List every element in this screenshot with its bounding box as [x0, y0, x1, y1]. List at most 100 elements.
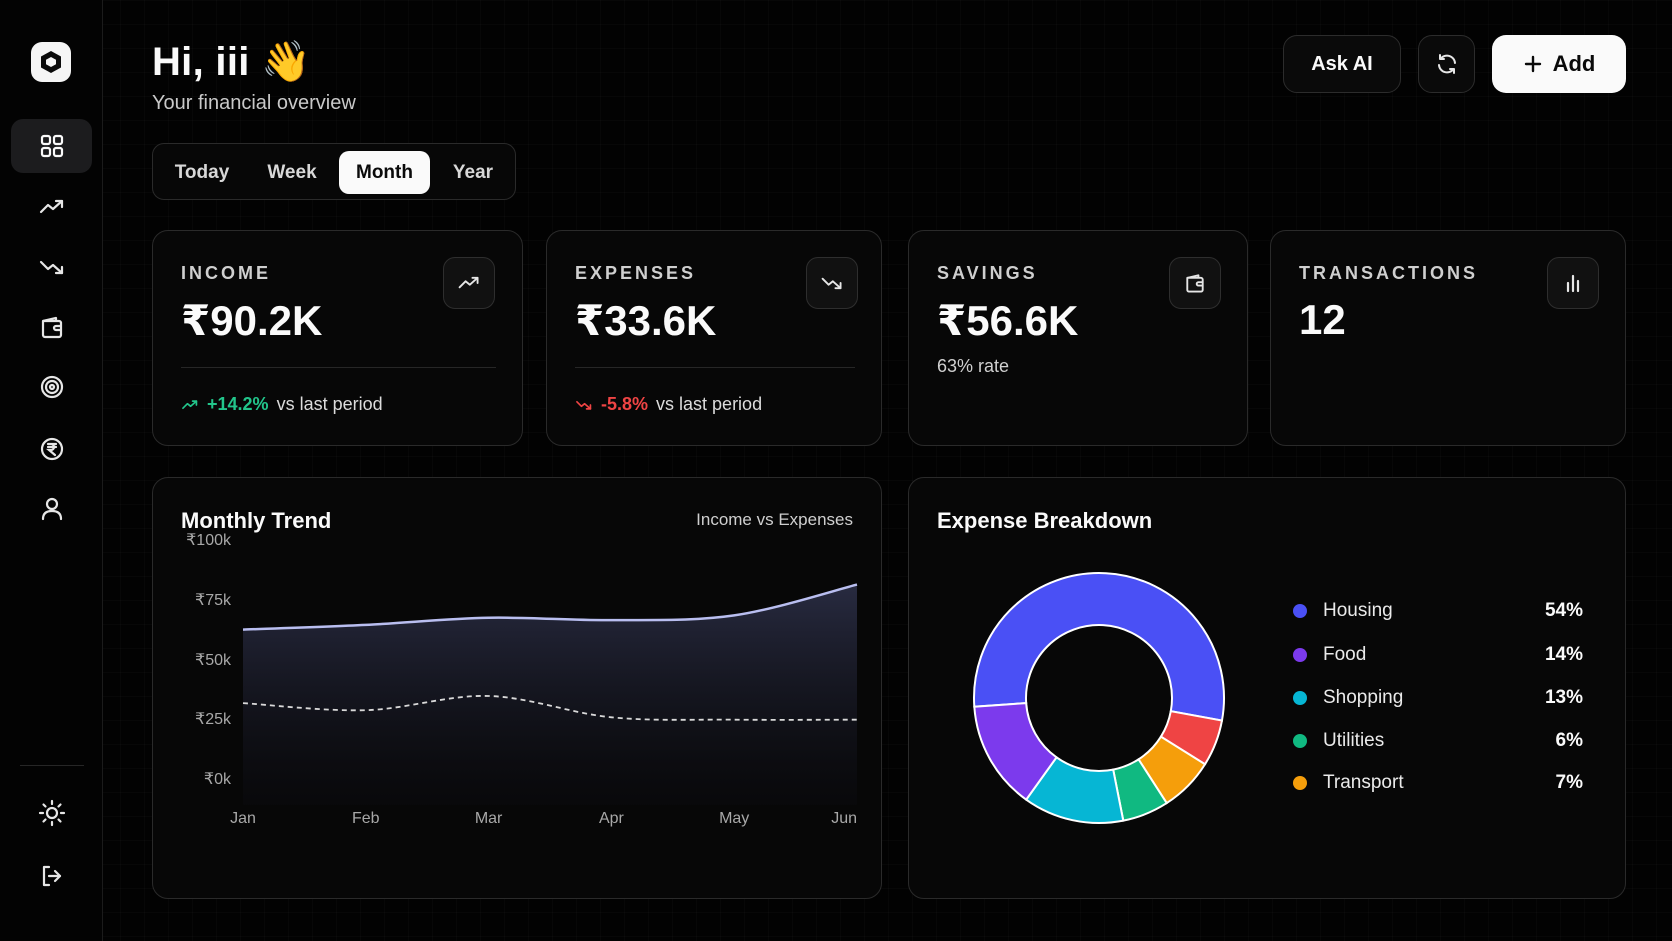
sidebar-divider [20, 765, 84, 766]
x-tick-label: May [719, 810, 750, 827]
monthly-trend-panel: Monthly Trend Income vs Expenses ₹100k ₹7… [152, 477, 882, 899]
refresh-icon [1437, 54, 1456, 74]
y-tick-label: ₹100k [186, 532, 231, 549]
legend-dot [1293, 648, 1307, 662]
legend-label: Food [1323, 644, 1367, 665]
expenses-change-value: -5.8% [601, 394, 649, 414]
monthly-trend-subtitle: Income vs Expenses [696, 510, 853, 529]
nav-income[interactable] [11, 180, 92, 234]
income-change-text: vs last period [276, 394, 383, 414]
income-change-value: +14.2% [207, 394, 269, 414]
expenses-divider [575, 367, 855, 368]
trending-up-icon [458, 276, 479, 289]
expenses-change-text: vs last period [656, 394, 763, 414]
legend-percent: 54% [1544, 600, 1583, 621]
income-divider [181, 367, 496, 368]
ask-ai-button[interactable]: Ask AI [1283, 35, 1401, 93]
legend-item-housing[interactable]: Housing 54% [1293, 598, 1583, 624]
legend-percent: 13% [1544, 687, 1583, 708]
add-button[interactable]: Add [1492, 35, 1626, 93]
settings-sun-icon [38, 799, 65, 827]
y-tick-label: ₹75k [195, 591, 231, 609]
legend-item-utilities[interactable]: Utilities 6% [1293, 728, 1583, 754]
savings-icon-box [1169, 257, 1221, 309]
period-selector: Today Week Month Year [152, 143, 516, 200]
transactions-card: TRANSACTIONS 12 [1270, 230, 1626, 446]
sidebar [0, 0, 103, 941]
page-subtitle: Your financial overview [152, 92, 356, 114]
savings-label: SAVINGS [937, 263, 1038, 283]
nav-logout[interactable] [11, 849, 92, 903]
x-tick-label: Apr [598, 810, 624, 827]
x-tick-label: Jan [230, 810, 256, 827]
monthly-trend-title: Monthly Trend [181, 508, 332, 533]
expenses-line [242, 695, 858, 721]
savings-card: SAVINGS ₹56.6K 63% rate [908, 230, 1248, 446]
trend-up-small-icon [182, 399, 198, 409]
plus-icon [1524, 55, 1541, 73]
nav-expenses[interactable] [11, 240, 92, 294]
nav-wallet[interactable] [11, 300, 92, 354]
legend-label: Transport [1323, 772, 1404, 793]
savings-rate: 63% rate [937, 356, 1010, 376]
expense-legend: Housing 54% Food 14% Shopping 13% Utilities 6% T… [1293, 598, 1583, 798]
income-value: ₹90.2K [181, 297, 323, 344]
transactions-icon-box [1547, 257, 1599, 309]
y-tick-label: ₹50k [195, 651, 231, 669]
legend-percent: 6% [1555, 730, 1583, 751]
globe-rupee-icon [40, 437, 63, 461]
legend-item-food[interactable]: Food 14% [1293, 642, 1583, 668]
trending-up-icon [39, 199, 63, 214]
legend-dot [1293, 734, 1307, 748]
nav-dashboard[interactable] [11, 119, 92, 173]
expenses-card: EXPENSES ₹33.6K -5.8% vs last period [546, 230, 882, 446]
expenses-icon-box [806, 257, 858, 309]
x-tick-label: Feb [352, 810, 380, 827]
page-greeting: Hi, iii 👋 [152, 40, 312, 84]
logo[interactable] [31, 42, 71, 82]
income-icon-box [443, 257, 495, 309]
legend-label: Housing [1323, 600, 1393, 621]
tab-week[interactable]: Week [267, 161, 317, 183]
refresh-button[interactable] [1418, 35, 1475, 93]
legend-percent: 7% [1555, 772, 1583, 793]
x-tick-label: Jun [831, 810, 857, 827]
nav-profile[interactable] [11, 482, 92, 536]
nav-currency[interactable] [11, 422, 92, 476]
transactions-label: TRANSACTIONS [1299, 263, 1478, 283]
tab-year[interactable]: Year [452, 161, 494, 183]
legend-dot [1293, 604, 1307, 618]
wallet-icon [41, 316, 62, 339]
legend-label: Shopping [1323, 687, 1404, 708]
tab-today[interactable]: Today [174, 161, 230, 183]
transactions-value: 12 [1299, 296, 1346, 343]
trending-down-icon [39, 260, 63, 275]
expense-breakdown-panel: Expense Breakdown Housing 54% Food 14% Shopp… [908, 477, 1626, 899]
legend-dot [1293, 691, 1307, 705]
x-tick-label: Mar [474, 810, 503, 827]
expense-donut-chart [973, 572, 1225, 824]
nav-goals[interactable] [11, 360, 92, 414]
income-line [242, 583, 858, 631]
expenses-change: -5.8% vs last period [575, 394, 762, 415]
nav-theme[interactable] [11, 786, 92, 840]
monthly-trend-chart [242, 583, 858, 805]
savings-value: ₹56.6K [937, 297, 1079, 344]
legend-percent: 14% [1544, 644, 1583, 665]
expense-breakdown-title: Expense Breakdown [937, 508, 1153, 533]
income-change: +14.2% vs last period [181, 394, 383, 415]
trending-down-icon [821, 277, 842, 290]
income-card: INCOME ₹90.2K +14.2% vs last period [152, 230, 523, 446]
slice-food[interactable] [973, 702, 1058, 802]
user-icon [41, 497, 62, 521]
slice-housing[interactable] [973, 572, 1225, 722]
tab-month[interactable]: Month [339, 151, 430, 194]
expenses-label: EXPENSES [575, 263, 697, 283]
legend-dot [1293, 776, 1307, 790]
legend-item-transport[interactable]: Transport 7% [1293, 770, 1583, 796]
logo-icon [41, 51, 61, 73]
target-icon [40, 375, 63, 399]
income-area [243, 584, 857, 805]
legend-item-shopping[interactable]: Shopping 13% [1293, 685, 1583, 711]
